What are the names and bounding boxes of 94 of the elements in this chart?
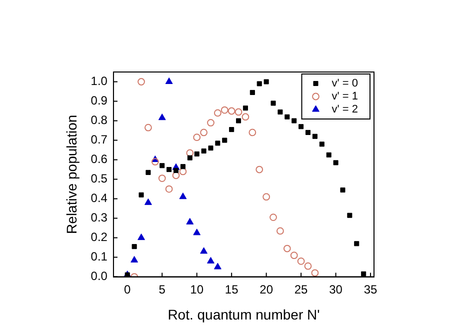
point	[276, 227, 284, 235]
point	[146, 170, 151, 175]
point	[347, 212, 352, 218]
point	[138, 192, 144, 198]
point	[250, 90, 255, 95]
legend-label: v' = 0	[332, 78, 358, 90]
point	[236, 118, 242, 124]
point	[264, 79, 269, 84]
point	[144, 198, 152, 205]
point	[290, 252, 298, 260]
x-tick-label: 30	[329, 282, 343, 296]
point	[248, 128, 256, 136]
y-tick-label: 0.8	[90, 113, 108, 128]
point	[138, 78, 145, 86]
y-tick-label: 0.1	[90, 250, 108, 264]
y-tick-label: 0.0	[90, 269, 108, 284]
y-tick-label: 0.2	[90, 230, 108, 244]
point	[200, 128, 208, 136]
point	[207, 119, 214, 126]
point	[173, 168, 179, 174]
point	[270, 100, 276, 106]
x-tick-label: 5	[158, 282, 166, 296]
point	[165, 185, 173, 193]
x-tick-label: 35	[364, 282, 378, 296]
point	[144, 124, 152, 132]
point	[220, 106, 228, 114]
y-axis-title: Relative population	[63, 114, 80, 234]
point	[256, 81, 262, 86]
x-tick-label: 25	[294, 282, 308, 296]
x-tick-label: 20	[260, 282, 274, 296]
point	[158, 174, 166, 182]
point	[214, 262, 222, 270]
point	[160, 163, 165, 168]
point	[214, 109, 222, 117]
point	[292, 118, 297, 124]
point	[278, 109, 283, 114]
point	[215, 140, 220, 146]
point	[326, 152, 332, 158]
y-tick-label: 1.0	[90, 74, 108, 88]
point	[180, 164, 186, 170]
point	[305, 130, 311, 135]
y-tick-label: 0.3	[90, 210, 108, 225]
point	[172, 172, 180, 180]
point	[138, 234, 145, 240]
point	[354, 241, 360, 246]
point	[298, 124, 304, 130]
point	[151, 158, 159, 166]
point	[179, 168, 187, 176]
point	[179, 192, 187, 200]
point	[262, 193, 270, 201]
point	[283, 244, 291, 252]
point	[158, 114, 166, 120]
y-tick-label: 0.4	[90, 191, 108, 206]
point	[208, 146, 214, 151]
point	[186, 218, 194, 224]
point	[229, 127, 234, 132]
point	[194, 151, 200, 156]
point	[361, 271, 366, 276]
point	[319, 142, 324, 147]
point	[193, 228, 201, 236]
point	[312, 134, 318, 139]
point	[193, 134, 201, 142]
point	[186, 149, 194, 157]
y-tick-label: 0.7	[90, 132, 108, 147]
x-tick-label: 0	[124, 282, 132, 296]
x-tick-label: 15	[224, 282, 239, 296]
point	[187, 155, 192, 160]
point	[132, 244, 137, 250]
y-tick-label: 0.9	[90, 94, 108, 108]
y-tick-label: 0.5	[90, 172, 108, 186]
point	[270, 214, 277, 222]
x-axis-title: Rot. quantum number N'	[168, 306, 320, 322]
point	[200, 247, 208, 254]
point	[207, 256, 214, 264]
point	[256, 166, 264, 174]
point	[297, 257, 305, 265]
y-tick-label: 0.6	[90, 152, 108, 166]
legend-label: v' = 2	[332, 104, 358, 116]
point	[222, 138, 228, 143]
point	[165, 78, 173, 84]
point	[333, 160, 338, 166]
legend-label: v' = 1	[332, 90, 358, 103]
point	[234, 108, 242, 116]
point	[166, 167, 172, 172]
x-tick-label: 10	[190, 282, 204, 296]
point	[228, 107, 236, 115]
point	[242, 106, 248, 111]
point	[340, 187, 346, 193]
point	[130, 256, 138, 262]
point	[311, 269, 319, 277]
point	[242, 113, 250, 121]
point	[284, 114, 290, 120]
point	[201, 148, 206, 154]
point	[304, 262, 312, 270]
